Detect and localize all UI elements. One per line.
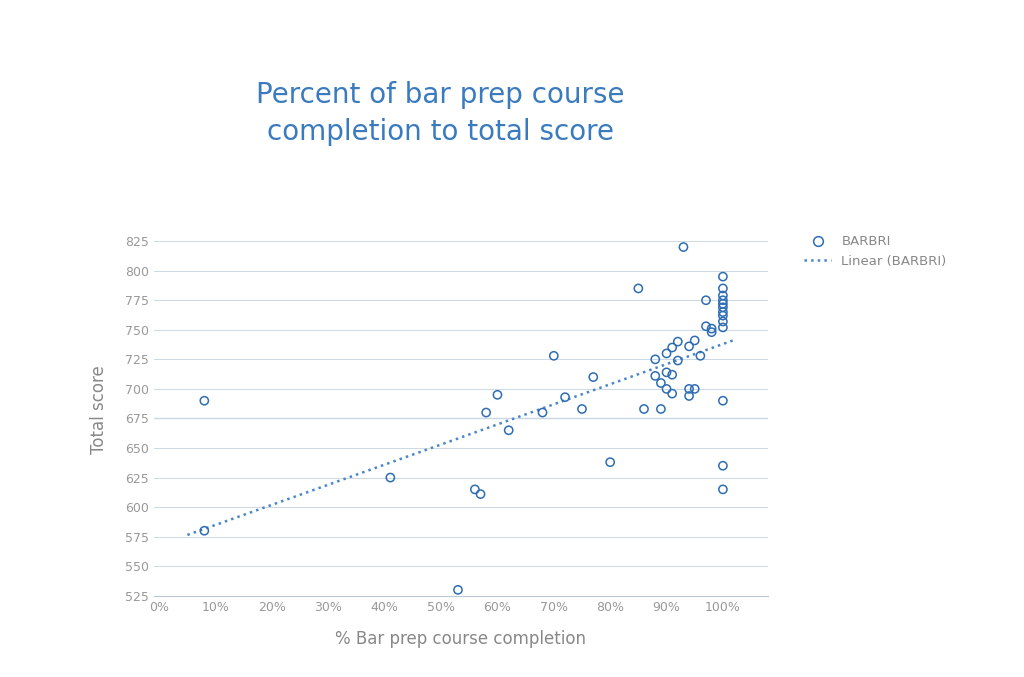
Point (703, 323, 720, 334)
Point (630, 283, 646, 294)
Point (573, 403, 590, 414)
Point (489, 389, 506, 400)
Point (715, 395, 731, 406)
Point (675, 242, 691, 253)
Point (636, 403, 652, 414)
Point (501, 425, 517, 436)
Y-axis label: Total score: Total score (90, 365, 109, 454)
Point (715, 310, 731, 321)
Point (658, 367, 675, 378)
Point (715, 283, 731, 294)
Point (715, 302, 731, 313)
Point (681, 341, 697, 352)
Point (715, 290, 731, 301)
Point (715, 307, 731, 318)
Point (664, 342, 680, 353)
Point (697, 294, 714, 305)
Point (658, 383, 675, 394)
Point (197, 525, 213, 536)
Point (658, 348, 675, 359)
Point (472, 489, 488, 500)
Text: Percent of bar prep course
completion to total score: Percent of bar prep course completion to… (256, 81, 625, 146)
Point (670, 336, 686, 347)
Point (692, 351, 709, 362)
Point (652, 403, 669, 414)
Point (467, 484, 483, 495)
Point (715, 460, 731, 471)
Point (546, 351, 562, 362)
Point (450, 584, 466, 595)
Point (197, 395, 213, 406)
Point (647, 354, 664, 365)
Point (715, 322, 731, 333)
Point (652, 378, 669, 389)
Point (715, 299, 731, 309)
Point (670, 355, 686, 366)
Point (715, 294, 731, 305)
Point (647, 370, 664, 381)
Point (715, 271, 731, 282)
Point (664, 369, 680, 380)
Point (686, 335, 702, 346)
Point (681, 383, 697, 394)
Point (703, 327, 720, 338)
X-axis label: % Bar prep course completion: % Bar prep course completion (335, 630, 587, 649)
Point (715, 484, 731, 495)
Point (664, 388, 680, 399)
Point (602, 457, 618, 468)
Legend: BARBRI, Linear (BARBRI): BARBRI, Linear (BARBRI) (799, 230, 952, 273)
Point (681, 391, 697, 401)
Point (478, 407, 495, 418)
Point (382, 472, 398, 483)
Point (535, 407, 551, 418)
Point (557, 392, 573, 403)
Point (715, 316, 731, 327)
Point (697, 321, 714, 332)
Point (686, 383, 702, 394)
Point (585, 372, 601, 383)
